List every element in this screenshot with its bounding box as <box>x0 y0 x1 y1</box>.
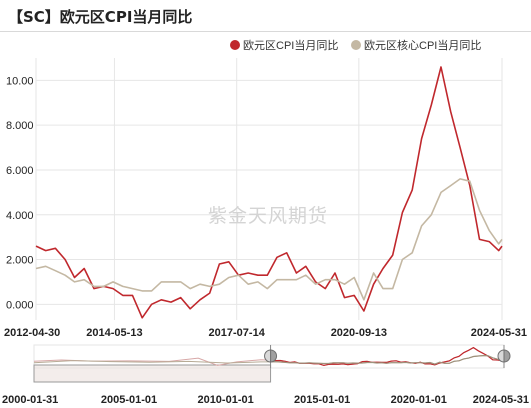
y-tick-label: 6.000 <box>6 165 34 177</box>
legend-marker-core <box>351 40 361 50</box>
navigator-x-axis: 2000-01-31 2005-01-01 2010-01-01 2015-01-01… <box>2 394 529 406</box>
x-tick-label: 2020-09-13 <box>331 327 387 339</box>
navigator-x-tick-label: 2010-01-01 <box>197 394 253 406</box>
navigator-x-tick-label: 2020-01-01 <box>391 394 447 406</box>
legend-label-core: 欧元区核心CPI当月同比 <box>364 38 481 52</box>
y-tick-label: 0.000 <box>6 299 34 311</box>
series-line-headline-cpi[interactable] <box>35 66 503 319</box>
series-line-core-cpi[interactable] <box>35 178 503 301</box>
legend-marker-headline <box>230 40 240 50</box>
x-axis: 2012-04-30 2014-05-13 2017-07-14 2020-09-13… <box>4 327 527 339</box>
y-axis: 0.000 2.000 4.000 6.000 8.000 10.00 <box>6 75 34 311</box>
y-tick-label: 8.000 <box>6 120 34 132</box>
y-tick-label: 4.000 <box>6 210 34 222</box>
handle-grip <box>503 349 511 363</box>
chart-title: 【SC】欧元区CPI当月同比 <box>8 8 193 26</box>
series-layer <box>35 66 503 319</box>
navigator-mask-left <box>33 364 272 383</box>
range-navigator[interactable]: 2000-01-31 2005-01-01 2010-01-01 2015-01-01… <box>2 344 529 406</box>
navigator-x-tick-label: 2024-05-31 <box>473 394 529 406</box>
x-tick-label: 2012-04-30 <box>4 327 60 339</box>
title-divider <box>0 31 531 32</box>
y-tick-label: 10.00 <box>6 75 34 87</box>
grid <box>35 58 503 320</box>
navigator-x-tick-label: 2005-01-01 <box>101 394 157 406</box>
handle-grip-back <box>264 349 272 363</box>
navigator-selected-line-core <box>270 354 505 365</box>
x-tick-label: 2014-05-13 <box>86 327 142 339</box>
navigator-x-tick-label: 2015-01-01 <box>294 394 350 406</box>
navigator-series <box>33 346 505 383</box>
navigator-handle-left[interactable] <box>264 345 278 368</box>
navigator-x-tick-label: 2000-01-31 <box>2 394 58 406</box>
legend[interactable]: 欧元区CPI当月同比 欧元区核心CPI当月同比 <box>230 38 481 52</box>
watermark-text: 紫金天风期货 <box>208 205 328 227</box>
legend-item-headline[interactable]: 欧元区CPI当月同比 <box>230 38 338 52</box>
legend-item-core[interactable]: 欧元区核心CPI当月同比 <box>351 38 481 52</box>
x-tick-label: 2024-05-31 <box>471 327 527 339</box>
x-tick-label: 2017-07-14 <box>209 327 266 339</box>
legend-label-headline: 欧元区CPI当月同比 <box>243 38 338 52</box>
navigator-handle-right[interactable] <box>497 345 511 368</box>
handle-grip-back <box>497 349 505 363</box>
y-tick-label: 2.000 <box>6 255 34 267</box>
